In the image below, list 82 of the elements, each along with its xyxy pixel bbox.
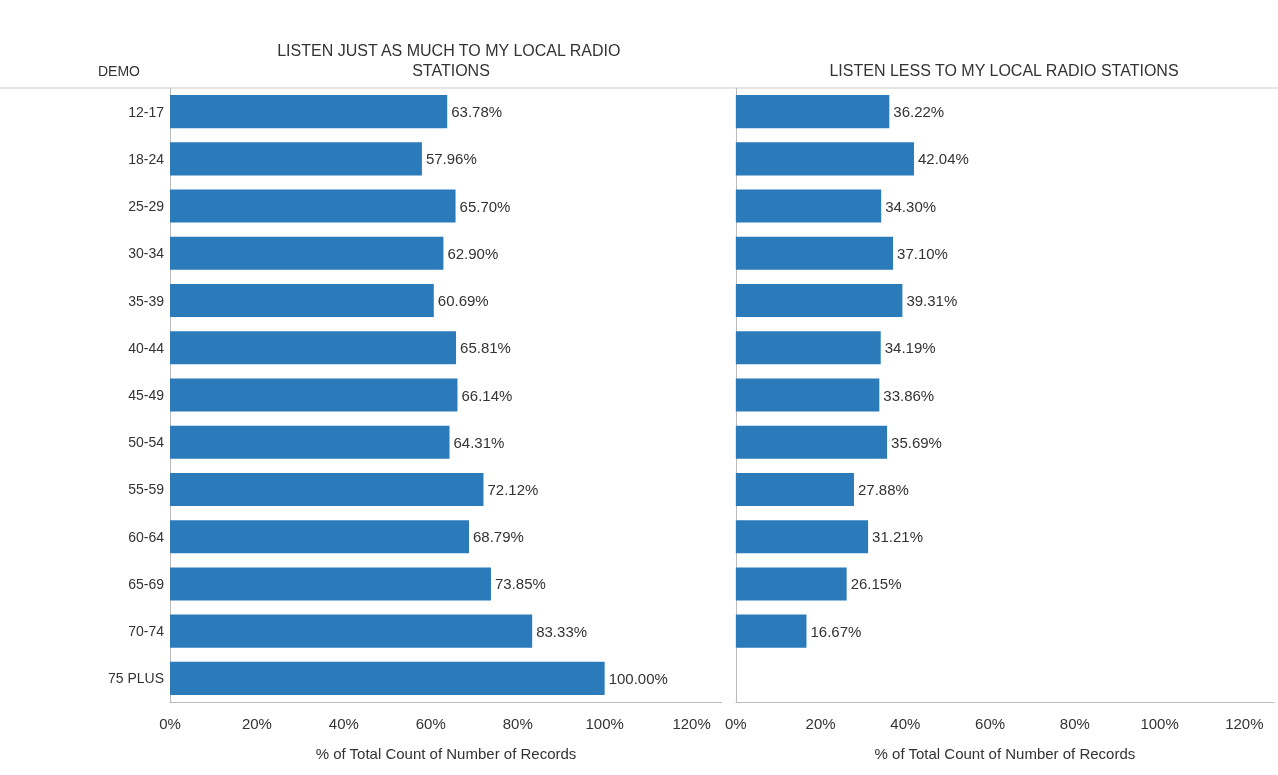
x-tick-label: 20% — [805, 715, 836, 732]
x-tick-label: 100% — [1140, 715, 1179, 732]
data-label: 36.22% — [893, 103, 945, 121]
data-label: 31.21% — [872, 528, 923, 546]
data-label: 83.33% — [536, 622, 588, 640]
bar — [735, 567, 847, 601]
data-label: 65.70% — [459, 197, 511, 215]
y-axis-title: DEMO — [98, 63, 141, 79]
bar — [170, 472, 484, 506]
y-tick-label: 30-34 — [128, 245, 165, 262]
data-label: 35.69% — [891, 433, 942, 451]
data-label: 65.81% — [460, 339, 511, 357]
bar — [735, 378, 880, 412]
data-label: 60.69% — [437, 292, 489, 310]
bar — [735, 284, 903, 318]
x-tick-label: 80% — [1059, 715, 1090, 732]
bar — [735, 614, 807, 648]
x-tick-label: 40% — [328, 715, 359, 732]
bar — [735, 331, 881, 365]
bar — [170, 661, 605, 695]
y-tick-label: 45-49 — [128, 387, 165, 403]
bar — [170, 378, 458, 412]
data-label: 42.04% — [917, 150, 969, 168]
bar — [170, 236, 444, 270]
data-label: 68.79% — [472, 528, 524, 546]
data-label: 73.85% — [494, 575, 546, 593]
y-tick-label: 12-17 — [128, 103, 165, 120]
data-label: 57.96% — [425, 150, 477, 168]
x-tick-label: 120% — [672, 715, 711, 732]
bar — [170, 425, 450, 459]
x-tick-label: 80% — [502, 715, 533, 732]
y-tick-label: 65-69 — [128, 575, 165, 592]
y-tick-label: 75 PLUS — [107, 670, 164, 687]
y-tick-label: 70-74 — [128, 623, 165, 640]
bar — [170, 520, 469, 554]
y-tick-label: 35-39 — [128, 292, 165, 309]
bar — [735, 472, 854, 506]
y-tick-label: 55-59 — [128, 481, 165, 498]
data-label: 62.90% — [447, 244, 499, 262]
bar — [735, 425, 888, 459]
bar — [170, 331, 457, 365]
bar — [735, 236, 894, 270]
data-label: 39.31% — [906, 292, 958, 310]
bar — [735, 189, 882, 223]
bar — [735, 142, 914, 176]
data-label: 27.88% — [857, 480, 909, 498]
x-tick-label: 0% — [159, 715, 181, 732]
bar — [735, 95, 890, 129]
chart-title: LISTEN LESS TO MY LOCAL RADIO STATIONS — [829, 61, 1179, 79]
y-tick-label: 40-44 — [128, 339, 165, 356]
data-label: 100.00% — [608, 669, 668, 687]
x-axis-title: % of Total Count of Number of Records — [315, 745, 577, 762]
bar — [170, 284, 434, 318]
x-tick-label: 60% — [975, 715, 1006, 732]
data-label: 72.12% — [487, 480, 539, 498]
x-tick-label: 120% — [1225, 715, 1264, 732]
chart-title: LISTEN JUST AS MUCH TO MY LOCAL RADIO STATIONS — [277, 41, 625, 79]
y-tick-label: 18-24 — [128, 150, 165, 167]
data-label: 33.86% — [883, 386, 935, 404]
bar — [170, 189, 456, 223]
bar — [170, 567, 491, 601]
bar — [170, 614, 533, 648]
data-label: 34.30% — [885, 197, 937, 215]
x-axis-title: % of Total Count of Number of Records — [874, 745, 1136, 762]
x-tick-label: 40% — [890, 715, 921, 732]
data-label: 34.19% — [884, 339, 936, 357]
data-label: 16.67% — [810, 622, 862, 640]
x-tick-label: 20% — [241, 715, 272, 732]
data-label: 64.31% — [453, 433, 505, 451]
bar — [170, 142, 422, 176]
x-tick-label: 60% — [415, 715, 446, 732]
y-tick-label: 50-54 — [128, 434, 165, 451]
y-tick-label: 60-64 — [128, 528, 165, 545]
y-tick-label: 25-29 — [128, 198, 165, 215]
data-label: 63.78% — [451, 103, 503, 121]
data-label: 37.10% — [897, 244, 948, 262]
x-tick-label: 0% — [725, 715, 747, 732]
x-tick-label: 100% — [585, 715, 624, 732]
data-label: 26.15% — [850, 575, 902, 593]
bar — [735, 520, 869, 554]
data-label: 66.14% — [461, 386, 513, 404]
bar — [170, 95, 448, 129]
